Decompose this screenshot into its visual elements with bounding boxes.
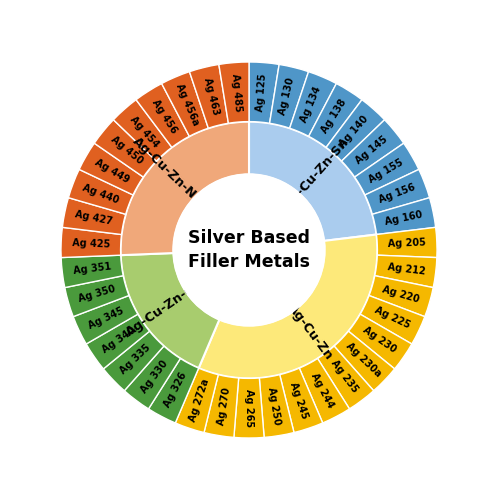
Wedge shape	[234, 378, 264, 438]
Wedge shape	[68, 170, 133, 214]
Wedge shape	[104, 331, 164, 390]
Text: Ag 463: Ag 463	[202, 76, 221, 116]
Text: Ag-Cu-Zn-Sn: Ag-Cu-Zn-Sn	[282, 136, 352, 212]
Text: Ag 156: Ag 156	[377, 182, 416, 206]
Text: Ag 350: Ag 350	[77, 284, 117, 304]
Text: Ag 456a: Ag 456a	[174, 82, 200, 127]
Text: Ag 138: Ag 138	[319, 98, 348, 135]
Text: Ag 134: Ag 134	[299, 85, 323, 124]
Text: Ag 212: Ag 212	[386, 262, 426, 276]
Text: Ag 427: Ag 427	[74, 210, 114, 227]
Text: Ag 245: Ag 245	[288, 380, 310, 420]
Wedge shape	[121, 122, 249, 255]
Wedge shape	[280, 368, 323, 432]
Text: Ag 145: Ag 145	[354, 134, 389, 166]
Text: Ag 351: Ag 351	[72, 262, 112, 276]
Text: Ag 454: Ag 454	[127, 114, 160, 149]
Text: Ag-Cu-Zn-Ni-Mn: Ag-Cu-Zn-Ni-Mn	[129, 135, 221, 224]
Text: Ag 140: Ag 140	[338, 114, 371, 149]
Wedge shape	[290, 72, 336, 136]
Wedge shape	[65, 276, 129, 316]
Wedge shape	[148, 358, 199, 423]
Wedge shape	[365, 170, 430, 214]
Wedge shape	[376, 228, 437, 258]
Text: Ag 155: Ag 155	[367, 157, 405, 185]
Text: Ag 326: Ag 326	[162, 371, 189, 410]
Wedge shape	[199, 234, 377, 378]
Wedge shape	[136, 84, 189, 148]
Text: Ag 272a: Ag 272a	[187, 378, 211, 423]
Text: Ag 130: Ag 130	[277, 76, 296, 116]
Wedge shape	[204, 374, 239, 438]
Text: Ag 485: Ag 485	[230, 73, 243, 112]
Circle shape	[173, 174, 325, 326]
Text: Ag 270: Ag 270	[216, 386, 232, 426]
Text: Ag-Cu-Zn: Ag-Cu-Zn	[285, 301, 336, 362]
Text: Ag 230: Ag 230	[361, 325, 398, 355]
Text: Ag 250: Ag 250	[266, 386, 282, 426]
Wedge shape	[375, 255, 437, 288]
Wedge shape	[334, 331, 394, 390]
Wedge shape	[121, 253, 219, 368]
Text: Ag 230a: Ag 230a	[344, 340, 382, 378]
Wedge shape	[124, 346, 180, 409]
Text: Ag 244: Ag 244	[309, 371, 336, 410]
Wedge shape	[309, 84, 362, 148]
Text: Ag 125: Ag 125	[255, 73, 268, 112]
Wedge shape	[62, 198, 125, 234]
Wedge shape	[249, 122, 376, 241]
Text: Ag 335: Ag 335	[118, 343, 152, 376]
Wedge shape	[349, 314, 412, 369]
Text: Ag 225: Ag 225	[373, 305, 411, 330]
Wedge shape	[249, 62, 279, 124]
Text: Ag 340: Ag 340	[100, 325, 137, 355]
Wedge shape	[355, 143, 419, 195]
Text: Ag 345: Ag 345	[87, 305, 125, 330]
Wedge shape	[360, 296, 425, 344]
Wedge shape	[299, 358, 350, 423]
Text: Ag 449: Ag 449	[93, 157, 131, 185]
Wedge shape	[373, 198, 436, 234]
Wedge shape	[189, 64, 229, 128]
Text: Ag-Cu-Zn-Cd: Ag-Cu-Zn-Cd	[124, 277, 206, 339]
Wedge shape	[114, 100, 172, 161]
Text: Ag 456: Ag 456	[150, 98, 179, 135]
Wedge shape	[79, 143, 143, 195]
Wedge shape	[219, 62, 249, 124]
Text: Ag 425: Ag 425	[72, 238, 110, 250]
Text: Ag 265: Ag 265	[244, 389, 254, 428]
Wedge shape	[318, 346, 374, 409]
Text: Ag 450: Ag 450	[109, 134, 144, 166]
Wedge shape	[175, 368, 218, 432]
Text: Ag 235: Ag 235	[329, 358, 360, 395]
Wedge shape	[61, 228, 122, 258]
Text: Silver Based
Filler Metals: Silver Based Filler Metals	[188, 229, 310, 271]
Text: Ag 160: Ag 160	[384, 210, 424, 227]
Wedge shape	[94, 120, 156, 177]
Wedge shape	[342, 120, 404, 177]
Text: Ag 220: Ag 220	[381, 284, 421, 304]
Wedge shape	[326, 100, 384, 161]
Wedge shape	[162, 72, 208, 136]
Text: Ag 205: Ag 205	[388, 238, 426, 250]
Wedge shape	[259, 374, 294, 438]
Wedge shape	[369, 276, 433, 316]
Wedge shape	[86, 314, 149, 369]
Wedge shape	[73, 296, 138, 344]
Text: Ag 330: Ag 330	[138, 358, 169, 395]
Wedge shape	[269, 64, 309, 128]
Wedge shape	[61, 255, 123, 288]
Text: Ag 440: Ag 440	[82, 182, 121, 206]
